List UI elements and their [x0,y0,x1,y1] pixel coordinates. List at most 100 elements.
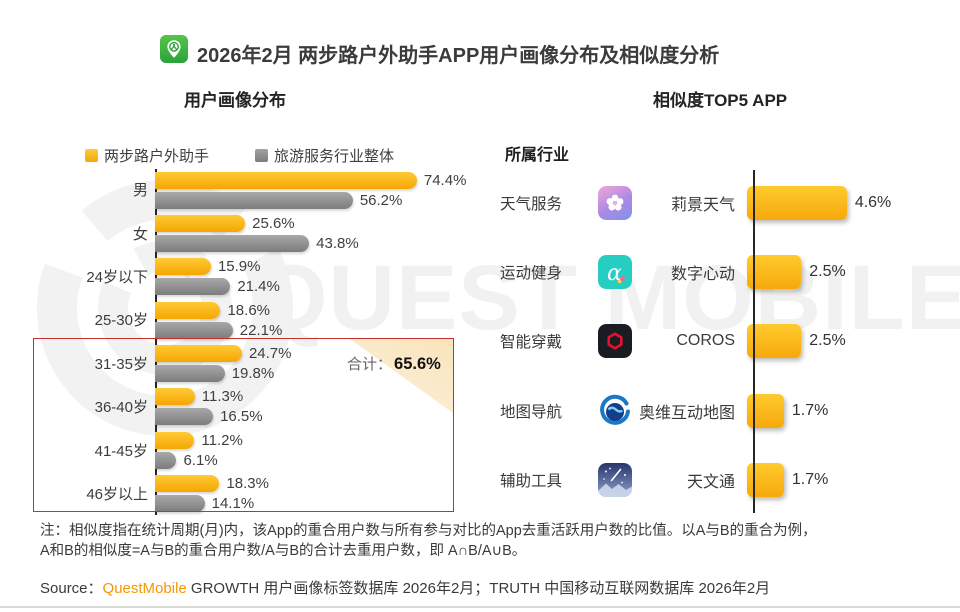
bar-value-label: 15.9% [217,258,261,276]
source-rest: GROWTH 用户画像标签数据库 2026年2月；TRUTH 中国移动互联网数据… [186,580,771,597]
user-profile-chart-rows: 男 74.4% 56.2% 女 25.6% 43.8% 24岁以下 15.9% 21.4% 25-… [40,168,470,515]
left-section-title: 用户画像分布 [184,91,286,110]
similarity-row: 辅助工具 天文通 1.7% [500,446,956,515]
chart-row: 女 25.6% 43.8% [40,211,470,254]
chart-row: 41-45岁 11.2% 6.1% [40,428,470,471]
ovital-map-app-icon [598,393,632,428]
app-bar [155,214,246,232]
right-section-title: 相似度TOP5 APP [653,91,788,110]
similarity-top5-rows: 天气服务 莉景天气 4.6% 运动健身 α 数字心动 2.5% 智能穿戴 COROS 2.5% 地图… [500,168,956,515]
industry-bar [155,321,233,339]
footnote: 注：相似度指在统计周期(月)内，该App的重合用户数与所有参与对比的App去重活… [40,521,935,561]
app-name-label: 奥维互动地图 [638,404,735,422]
category-label: 41-45岁 [94,442,148,460]
bar-value-label: 6.1% [183,451,218,469]
similarity-value-label: 1.7% [791,471,829,489]
page-title: 2026年2月 两步路户外助手APP用户画像分布及相似度分析 [197,45,720,67]
liangbulu-app-icon [160,35,188,63]
chart-row: 46岁以上 18.3% 14.1% [40,472,470,515]
app-bar [155,388,195,406]
similarity-value-label: 1.7% [791,401,829,419]
industry-bar [155,278,231,296]
similarity-bar [747,255,802,290]
bar-value-label: 21.4% [237,278,280,296]
similarity-row: 运动健身 α 数字心动 2.5% [500,237,956,306]
similarity-row: 地图导航 奥维互动地图 1.7% [500,376,956,445]
bar-value-label: 22.1% [239,321,283,339]
bottom-divider [0,606,960,608]
industry-label: 天气服务 [500,195,563,213]
similarity-value-label: 2.5% [809,263,846,281]
bar-value-label: 11.2% [201,431,243,449]
bar-value-label: 11.3% [201,388,244,406]
app-name-label: 数字心动 [670,266,735,284]
app-bar [155,301,221,319]
app-bar [155,171,417,189]
bar-value-label: 56.2% [359,191,403,209]
industry-bar [155,365,225,383]
app-name-label: COROS [676,332,735,350]
legend-item-industry: 旅游服务行业整体 [255,145,394,166]
similarity-row: 智能穿戴 COROS 2.5% [500,307,956,376]
total-label: 合计： [347,356,393,373]
svg-text:α: α [607,261,622,286]
legend-label-industry: 旅游服务行业整体 [274,148,395,165]
app-bar [155,431,195,449]
industry-bar [155,234,310,252]
industry-label: 辅助工具 [500,473,563,491]
industry-label: 智能穿戴 [500,334,563,352]
right-chart-axis [753,170,755,513]
bar-value-label: 18.3% [226,475,269,493]
industry-bar [155,408,214,426]
industry-label: 运动健身 [500,265,563,283]
similarity-bar [747,324,802,359]
digital-heartbeat-app-icon: α [598,255,632,290]
total-value: 65.6% [394,355,441,373]
chart-row: 36-40岁 11.3% 16.5% [40,385,470,428]
industry-bar [155,191,353,209]
chart-row: 24岁以下 15.9% 21.4% [40,255,470,298]
app-bar [155,258,211,276]
bar-value-label: 74.4% [423,171,467,189]
total-annotation: 合计： 65.6% [347,353,441,374]
liying-weather-app-icon [598,185,632,220]
bar-value-label: 14.1% [211,495,255,513]
user-profile-chart: 男 74.4% 56.2% 女 25.6% 43.8% 24岁以下 15.9% 21.4% 25-… [40,168,470,515]
source-line: Source：QuestMobile GROWTH 用户画像标签数据库 2026… [40,577,770,598]
footnote-line2: A和B的相似度=A与B的重合用户数/A与B的合计去重用户数，即 A∩B/A∪B。 [40,543,527,559]
source-brand: QuestMobile [102,580,187,597]
category-label: 女 [132,225,148,243]
source-prefix: Source： [40,580,103,597]
category-label: 25-30岁 [94,312,148,330]
footnote-line1: 注：相似度指在统计周期(月)内，该App的重合用户数与所有参与对比的App去重活… [40,523,817,539]
bar-value-label: 24.7% [248,345,292,363]
app-name-label: 莉景天气 [670,196,735,214]
category-label: 46岁以上 [86,485,148,503]
chart-row: 31-35岁 24.7% 19.8% [40,342,470,385]
similarity-value-label: 4.6% [854,193,892,211]
bar-value-label: 43.8% [316,234,359,252]
app-bar [155,345,242,363]
category-label: 24岁以下 [86,268,148,286]
astro-weather-app-icon [598,463,632,498]
legend-swatch-yellow [85,149,98,162]
industry-column-header: 所属行业 [505,147,570,164]
coros-app-icon [598,324,632,359]
similarity-bar [747,185,847,220]
category-label: 36-40岁 [94,399,148,417]
bar-value-label: 25.6% [252,214,295,232]
similarity-top5-chart: 天气服务 莉景天气 4.6% 运动健身 α 数字心动 2.5% 智能穿戴 COROS 2.5% 地图… [500,168,956,515]
bar-value-label: 16.5% [220,408,263,426]
app-name-label: 天文通 [686,474,735,492]
industry-bar [155,495,205,513]
chart-row: 男 74.4% 56.2% [40,168,470,211]
industry-bar [155,451,177,469]
legend-label-app: 两步路户外助手 [104,148,210,165]
legend-item-app: 两步路户外助手 [85,145,209,166]
category-label: 男 [132,182,148,200]
similarity-value-label: 2.5% [809,332,846,350]
app-bar [155,475,220,493]
legend-swatch-gray [255,149,268,162]
left-chart-axis [155,169,157,515]
industry-label: 地图导航 [500,403,563,421]
